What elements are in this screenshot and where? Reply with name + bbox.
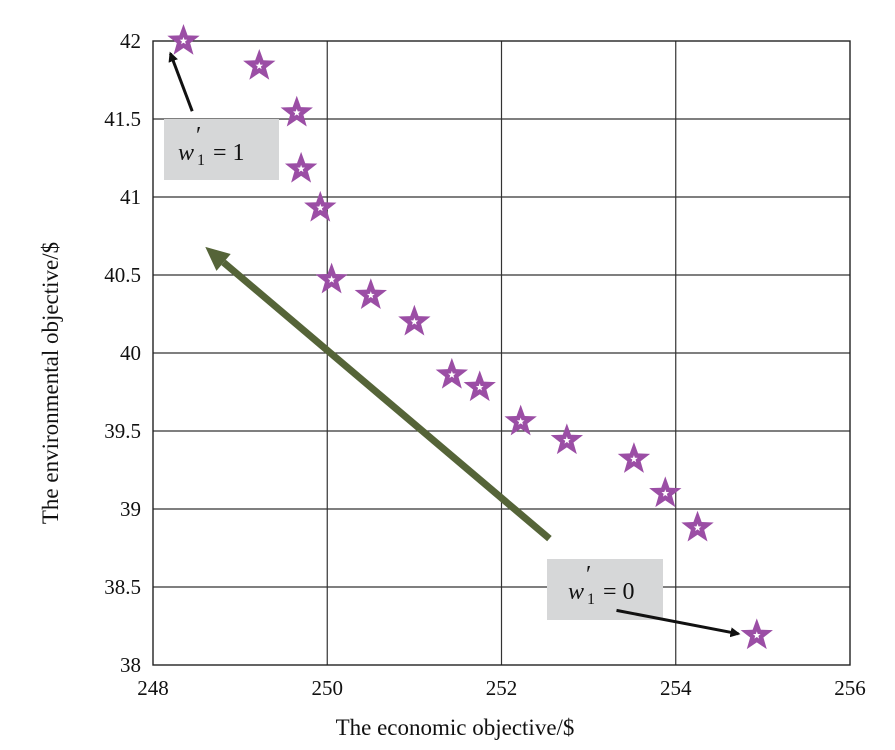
y-tick-label: 39.5 xyxy=(104,419,141,443)
star-center xyxy=(292,108,301,116)
annotation-box xyxy=(547,559,663,620)
data-point xyxy=(617,442,651,473)
data-point xyxy=(681,510,714,542)
trend-arrow-shaft xyxy=(221,259,552,542)
star-center xyxy=(297,164,305,173)
y-tick-label: 40 xyxy=(120,341,141,365)
data-point xyxy=(435,357,469,389)
annotation-arrow xyxy=(616,608,741,638)
data-point xyxy=(504,404,537,436)
star-center xyxy=(410,317,419,326)
y-tick-label: 38 xyxy=(120,653,141,677)
y-tick-label: 40.5 xyxy=(104,263,141,287)
trend-arrow xyxy=(205,246,552,542)
data-point xyxy=(280,95,313,127)
star-center xyxy=(367,291,375,299)
data-point xyxy=(740,618,773,650)
star-center xyxy=(316,203,325,212)
x-tick-label: 256 xyxy=(834,676,866,700)
prime-mark: ′ xyxy=(586,562,591,588)
data-point xyxy=(167,24,200,55)
plot-frame xyxy=(152,40,851,666)
star-center xyxy=(693,523,702,531)
x-tick-label: 250 xyxy=(312,676,344,700)
data-points xyxy=(167,24,773,650)
data-point xyxy=(304,190,337,222)
star-center xyxy=(255,61,264,70)
annotation-label: w 1 = 0 xyxy=(568,579,635,608)
star-center xyxy=(179,37,188,45)
x-tick-labels: 248 250 252 254 256 xyxy=(137,676,866,700)
data-point xyxy=(550,423,584,455)
annotation-box xyxy=(164,119,279,180)
data-point xyxy=(398,304,431,336)
y-tick-label: 41.5 xyxy=(104,107,141,131)
y-tick-label: 41 xyxy=(120,185,141,209)
star-center xyxy=(630,455,638,463)
data-point xyxy=(284,151,318,183)
x-tick-label: 254 xyxy=(660,676,692,700)
prime-mark: ′ xyxy=(196,123,201,149)
y-tick-label: 42 xyxy=(120,29,141,53)
data-point xyxy=(649,476,682,508)
data-point xyxy=(243,48,276,80)
star-center xyxy=(327,275,336,283)
annotation-label: w 1 = 1 xyxy=(178,140,245,169)
y-axis-label: The environmental objective/$ xyxy=(38,242,63,524)
star-center xyxy=(563,436,571,444)
x-tick-label: 252 xyxy=(486,676,518,700)
y-tick-label: 39 xyxy=(120,497,141,521)
x-tick-label: 248 xyxy=(137,676,169,700)
data-point xyxy=(463,370,496,402)
annotation-w1-equals-0: w 1 = 0 ′ xyxy=(547,559,741,638)
annotation-arrow xyxy=(168,51,194,112)
y-tick-labels: 38 38.5 39 39.5 40 40.5 41 41.5 42 xyxy=(104,29,141,677)
data-point xyxy=(354,278,387,310)
x-axis-label: The economic objective/$ xyxy=(336,715,575,740)
grid-lines xyxy=(153,41,850,665)
annotation-w1-equals-1: w 1 = 1 ′ xyxy=(164,51,279,180)
y-tick-label: 38.5 xyxy=(104,575,141,599)
star-center xyxy=(475,383,484,391)
trend-arrow-head xyxy=(205,246,231,271)
data-point xyxy=(315,262,348,294)
star-center xyxy=(661,489,670,497)
star-center xyxy=(516,417,525,425)
star-center xyxy=(448,370,456,379)
star-center xyxy=(752,631,761,639)
